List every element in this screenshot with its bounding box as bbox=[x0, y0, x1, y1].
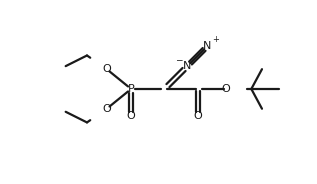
Text: O: O bbox=[194, 111, 203, 121]
Text: O: O bbox=[102, 104, 111, 114]
Text: −: − bbox=[175, 55, 183, 64]
Text: O: O bbox=[127, 111, 135, 121]
Text: N: N bbox=[203, 41, 211, 51]
Text: O: O bbox=[102, 64, 111, 74]
Text: +: + bbox=[212, 35, 219, 44]
Text: P: P bbox=[128, 84, 134, 94]
Text: N: N bbox=[183, 61, 191, 71]
Text: O: O bbox=[221, 84, 230, 94]
